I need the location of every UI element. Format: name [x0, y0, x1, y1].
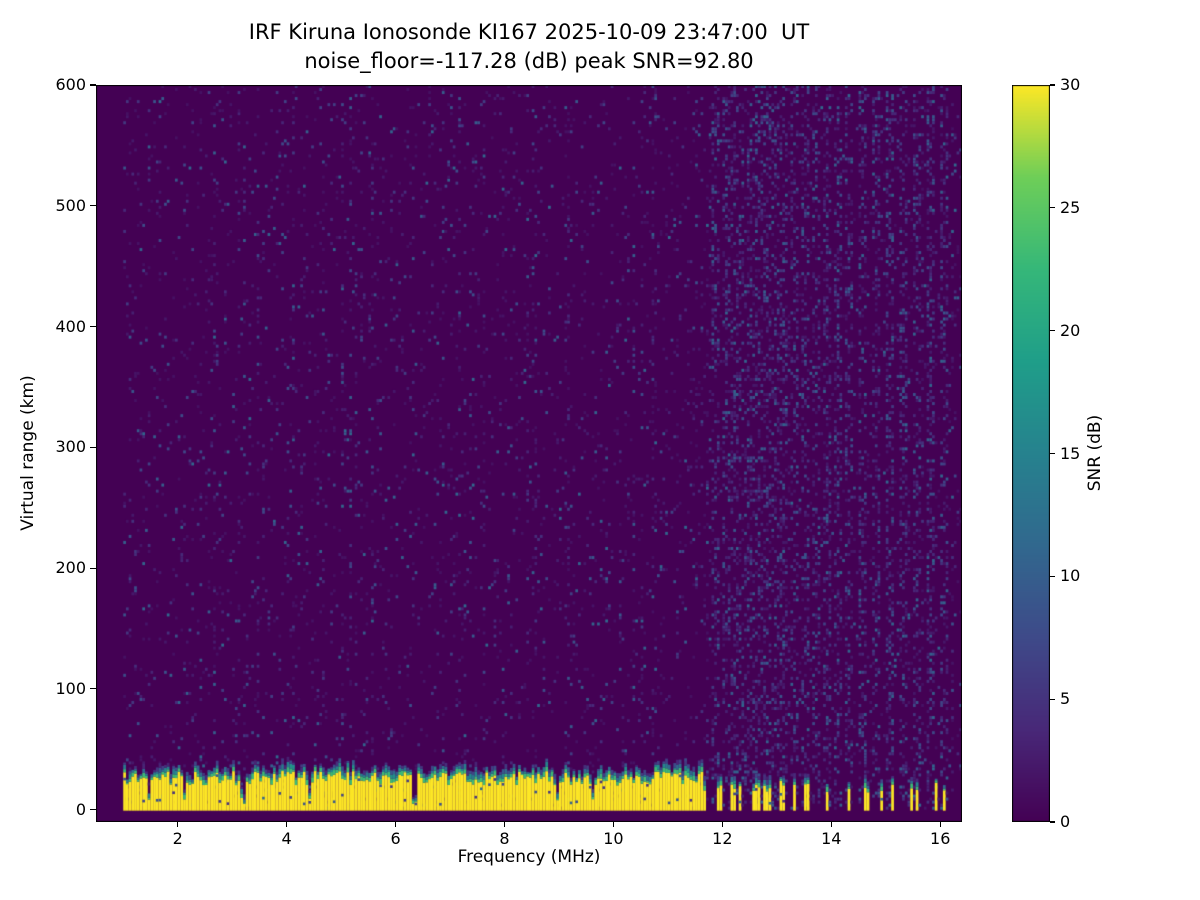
x-tick-label: 2: [172, 829, 183, 848]
y-tick-label: 200: [55, 558, 86, 578]
y-axis-label: Virtual range (km): [18, 375, 38, 531]
x-tick-mark: [177, 822, 179, 827]
x-tick-mark: [939, 822, 941, 827]
y-tick-mark: [90, 446, 96, 448]
x-tick-mark: [286, 822, 288, 827]
colorbar-tick-label: 5: [1060, 689, 1071, 709]
y-tick-mark: [90, 205, 96, 207]
x-tick-label: 8: [499, 829, 510, 848]
colorbar-tick-label: 25: [1060, 197, 1081, 217]
x-tick-mark: [394, 822, 397, 827]
colorbar-tick-label: 0: [1060, 812, 1071, 831]
title-block: IRF Kiruna Ionosonde KI167 2025-10-09 23…: [96, 18, 962, 76]
x-tick-label: 12: [712, 829, 733, 848]
y-tick-label: 0: [75, 799, 86, 819]
y-tick-label: 300: [55, 437, 86, 457]
y-tick-mark: [90, 84, 96, 86]
chart-title: IRF Kiruna Ionosonde KI167 2025-10-09 23…: [248, 20, 810, 44]
colorbar-tick-mark: [1050, 84, 1055, 86]
x-tick-label: 6: [390, 829, 401, 848]
colorbar-tick-label: 10: [1060, 566, 1081, 586]
x-tick-label: 16: [930, 829, 951, 848]
colorbar-tick-mark: [1050, 207, 1055, 209]
y-tick-label: 600: [55, 75, 86, 94]
y-tick-label: 400: [55, 316, 86, 336]
colorbar-tick-label: 15: [1060, 443, 1081, 463]
x-tick-label: 10: [603, 829, 624, 848]
colorbar-tick-mark: [1050, 821, 1055, 823]
x-tick-label: 4: [281, 829, 292, 848]
x-tick-mark: [612, 822, 614, 827]
x-tick-label: 14: [821, 829, 842, 848]
colorbar-tick-mark: [1050, 575, 1055, 577]
colorbar: [1012, 85, 1050, 822]
x-tick-mark: [503, 822, 506, 827]
plot-area: [96, 85, 962, 822]
x-tick-mark: [721, 822, 723, 827]
y-tick-mark: [90, 567, 96, 569]
colorbar-canvas: [1012, 85, 1050, 822]
y-tick-mark: [90, 688, 96, 690]
y-tick-label: 500: [55, 195, 86, 215]
heatmap-canvas: [96, 85, 962, 822]
colorbar-tick-mark: [1050, 452, 1055, 455]
colorbar-tick-label: 20: [1060, 320, 1081, 340]
x-axis-label: Frequency (MHz): [457, 847, 601, 867]
x-tick-mark: [830, 822, 832, 827]
y-tick-label: 100: [55, 678, 86, 698]
y-tick-mark: [90, 809, 96, 811]
colorbar-tick-label: 30: [1060, 75, 1081, 94]
chart-subtitle: noise_floor=-117.28 (dB) peak SNR=92.80: [304, 49, 754, 73]
colorbar-tick-mark: [1050, 698, 1055, 700]
colorbar-tick-mark: [1050, 330, 1055, 332]
y-tick-mark: [90, 325, 96, 328]
